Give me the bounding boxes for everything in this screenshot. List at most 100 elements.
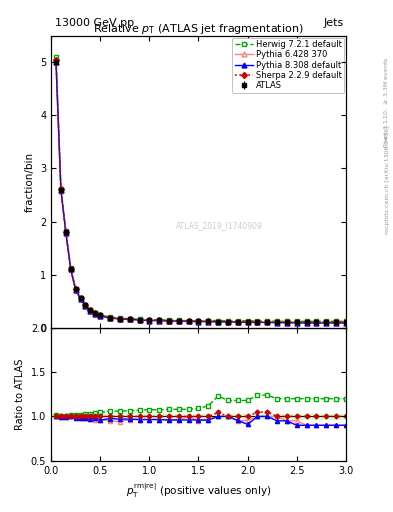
Pythia 8.308 default: [93, 311, 98, 317]
Pythia 6.428 370: [54, 59, 59, 66]
Pythia 8.308 default: [235, 319, 240, 325]
Pythia 8.308 default: [157, 317, 162, 324]
Herwig 7.2.1 default: [294, 318, 299, 325]
Pythia 6.428 370: [334, 320, 338, 326]
Text: ATLAS_2019_I1740909: ATLAS_2019_I1740909: [176, 221, 263, 230]
Sherpa 2.2.9 default: [226, 319, 230, 325]
Pythia 6.428 370: [275, 319, 279, 326]
Pythia 8.308 default: [118, 316, 122, 322]
Sherpa 2.2.9 default: [167, 318, 171, 324]
Pythia 6.428 370: [196, 318, 201, 325]
Sherpa 2.2.9 default: [206, 318, 211, 325]
X-axis label: $p_{\mathrm{T}}^{\mathrm{rm}|\mathrm{re}|}$ (positive values only): $p_{\mathrm{T}}^{\mathrm{rm}|\mathrm{re}…: [126, 481, 271, 500]
Pythia 6.428 370: [294, 319, 299, 326]
Sherpa 2.2.9 default: [88, 307, 93, 313]
Herwig 7.2.1 default: [255, 318, 260, 324]
Pythia 8.308 default: [108, 315, 112, 321]
Herwig 7.2.1 default: [64, 228, 68, 234]
Legend: Herwig 7.2.1 default, Pythia 6.428 370, Pythia 8.308 default, Sherpa 2.2.9 defau: Herwig 7.2.1 default, Pythia 6.428 370, …: [233, 37, 344, 93]
Sherpa 2.2.9 default: [275, 319, 279, 326]
Pythia 8.308 default: [186, 318, 191, 325]
Herwig 7.2.1 default: [265, 318, 270, 324]
Pythia 6.428 370: [137, 317, 142, 323]
Text: 13000 GeV pp: 13000 GeV pp: [55, 18, 134, 28]
Pythia 6.428 370: [98, 313, 103, 319]
Pythia 8.308 default: [98, 313, 103, 319]
Herwig 7.2.1 default: [216, 317, 220, 324]
Herwig 7.2.1 default: [83, 302, 88, 308]
Pythia 6.428 370: [108, 315, 112, 321]
Line: Sherpa 2.2.9 default: Sherpa 2.2.9 default: [54, 58, 348, 325]
Herwig 7.2.1 default: [147, 316, 152, 323]
Pythia 6.428 370: [285, 319, 289, 326]
Pythia 6.428 370: [304, 320, 309, 326]
Sherpa 2.2.9 default: [137, 316, 142, 323]
Herwig 7.2.1 default: [93, 310, 98, 316]
Y-axis label: fraction/bin: fraction/bin: [24, 152, 35, 212]
Pythia 8.308 default: [226, 319, 230, 325]
Herwig 7.2.1 default: [157, 316, 162, 323]
Pythia 8.308 default: [83, 303, 88, 309]
Herwig 7.2.1 default: [226, 318, 230, 324]
Herwig 7.2.1 default: [59, 185, 63, 191]
Bar: [51, 414, 346, 419]
Pythia 8.308 default: [196, 318, 201, 325]
Sherpa 2.2.9 default: [216, 318, 220, 325]
Pythia 6.428 370: [157, 317, 162, 324]
Pythia 8.308 default: [64, 229, 68, 236]
Herwig 7.2.1 default: [186, 318, 191, 324]
Sherpa 2.2.9 default: [324, 319, 329, 326]
Pythia 8.308 default: [245, 319, 250, 326]
Pythia 8.308 default: [68, 266, 73, 272]
Pythia 6.428 370: [83, 303, 88, 309]
Pythia 8.308 default: [334, 320, 338, 326]
Pythia 8.308 default: [304, 320, 309, 326]
Pythia 6.428 370: [73, 287, 78, 293]
Line: Pythia 6.428 370: Pythia 6.428 370: [53, 60, 348, 325]
Herwig 7.2.1 default: [334, 318, 338, 325]
Herwig 7.2.1 default: [196, 318, 201, 324]
Sherpa 2.2.9 default: [93, 310, 98, 316]
Sherpa 2.2.9 default: [98, 312, 103, 318]
Herwig 7.2.1 default: [235, 318, 240, 324]
Sherpa 2.2.9 default: [343, 319, 348, 326]
Sherpa 2.2.9 default: [64, 228, 68, 234]
Pythia 6.428 370: [186, 318, 191, 325]
Pythia 8.308 default: [167, 318, 171, 324]
Sherpa 2.2.9 default: [294, 319, 299, 326]
Herwig 7.2.1 default: [88, 307, 93, 313]
Herwig 7.2.1 default: [68, 265, 73, 271]
Sherpa 2.2.9 default: [176, 318, 181, 324]
Pythia 8.308 default: [176, 318, 181, 324]
Herwig 7.2.1 default: [54, 54, 59, 60]
Pythia 6.428 370: [265, 319, 270, 326]
Line: Herwig 7.2.1 default: Herwig 7.2.1 default: [53, 55, 348, 324]
Pythia 8.308 default: [54, 59, 59, 66]
Sherpa 2.2.9 default: [73, 286, 78, 292]
Herwig 7.2.1 default: [324, 318, 329, 325]
Pythia 6.428 370: [167, 318, 171, 324]
Pythia 6.428 370: [314, 320, 319, 326]
Pythia 8.308 default: [216, 319, 220, 325]
Pythia 6.428 370: [68, 266, 73, 272]
Sherpa 2.2.9 default: [196, 318, 201, 325]
Herwig 7.2.1 default: [285, 318, 289, 325]
Pythia 8.308 default: [314, 320, 319, 326]
Text: Rivet 3.1.10, $\geq$ 3.3M events: Rivet 3.1.10, $\geq$ 3.3M events: [383, 57, 390, 148]
Pythia 8.308 default: [275, 319, 279, 326]
Sherpa 2.2.9 default: [147, 317, 152, 323]
Sherpa 2.2.9 default: [235, 319, 240, 325]
Pythia 6.428 370: [343, 320, 348, 326]
Herwig 7.2.1 default: [127, 315, 132, 322]
Herwig 7.2.1 default: [245, 318, 250, 324]
Pythia 6.428 370: [64, 229, 68, 235]
Pythia 8.308 default: [255, 319, 260, 326]
Sherpa 2.2.9 default: [334, 319, 338, 326]
Sherpa 2.2.9 default: [157, 317, 162, 323]
Pythia 6.428 370: [118, 316, 122, 322]
Sherpa 2.2.9 default: [108, 314, 112, 321]
Pythia 6.428 370: [78, 296, 83, 302]
Sherpa 2.2.9 default: [265, 319, 270, 325]
Herwig 7.2.1 default: [98, 312, 103, 318]
Herwig 7.2.1 default: [167, 317, 171, 323]
